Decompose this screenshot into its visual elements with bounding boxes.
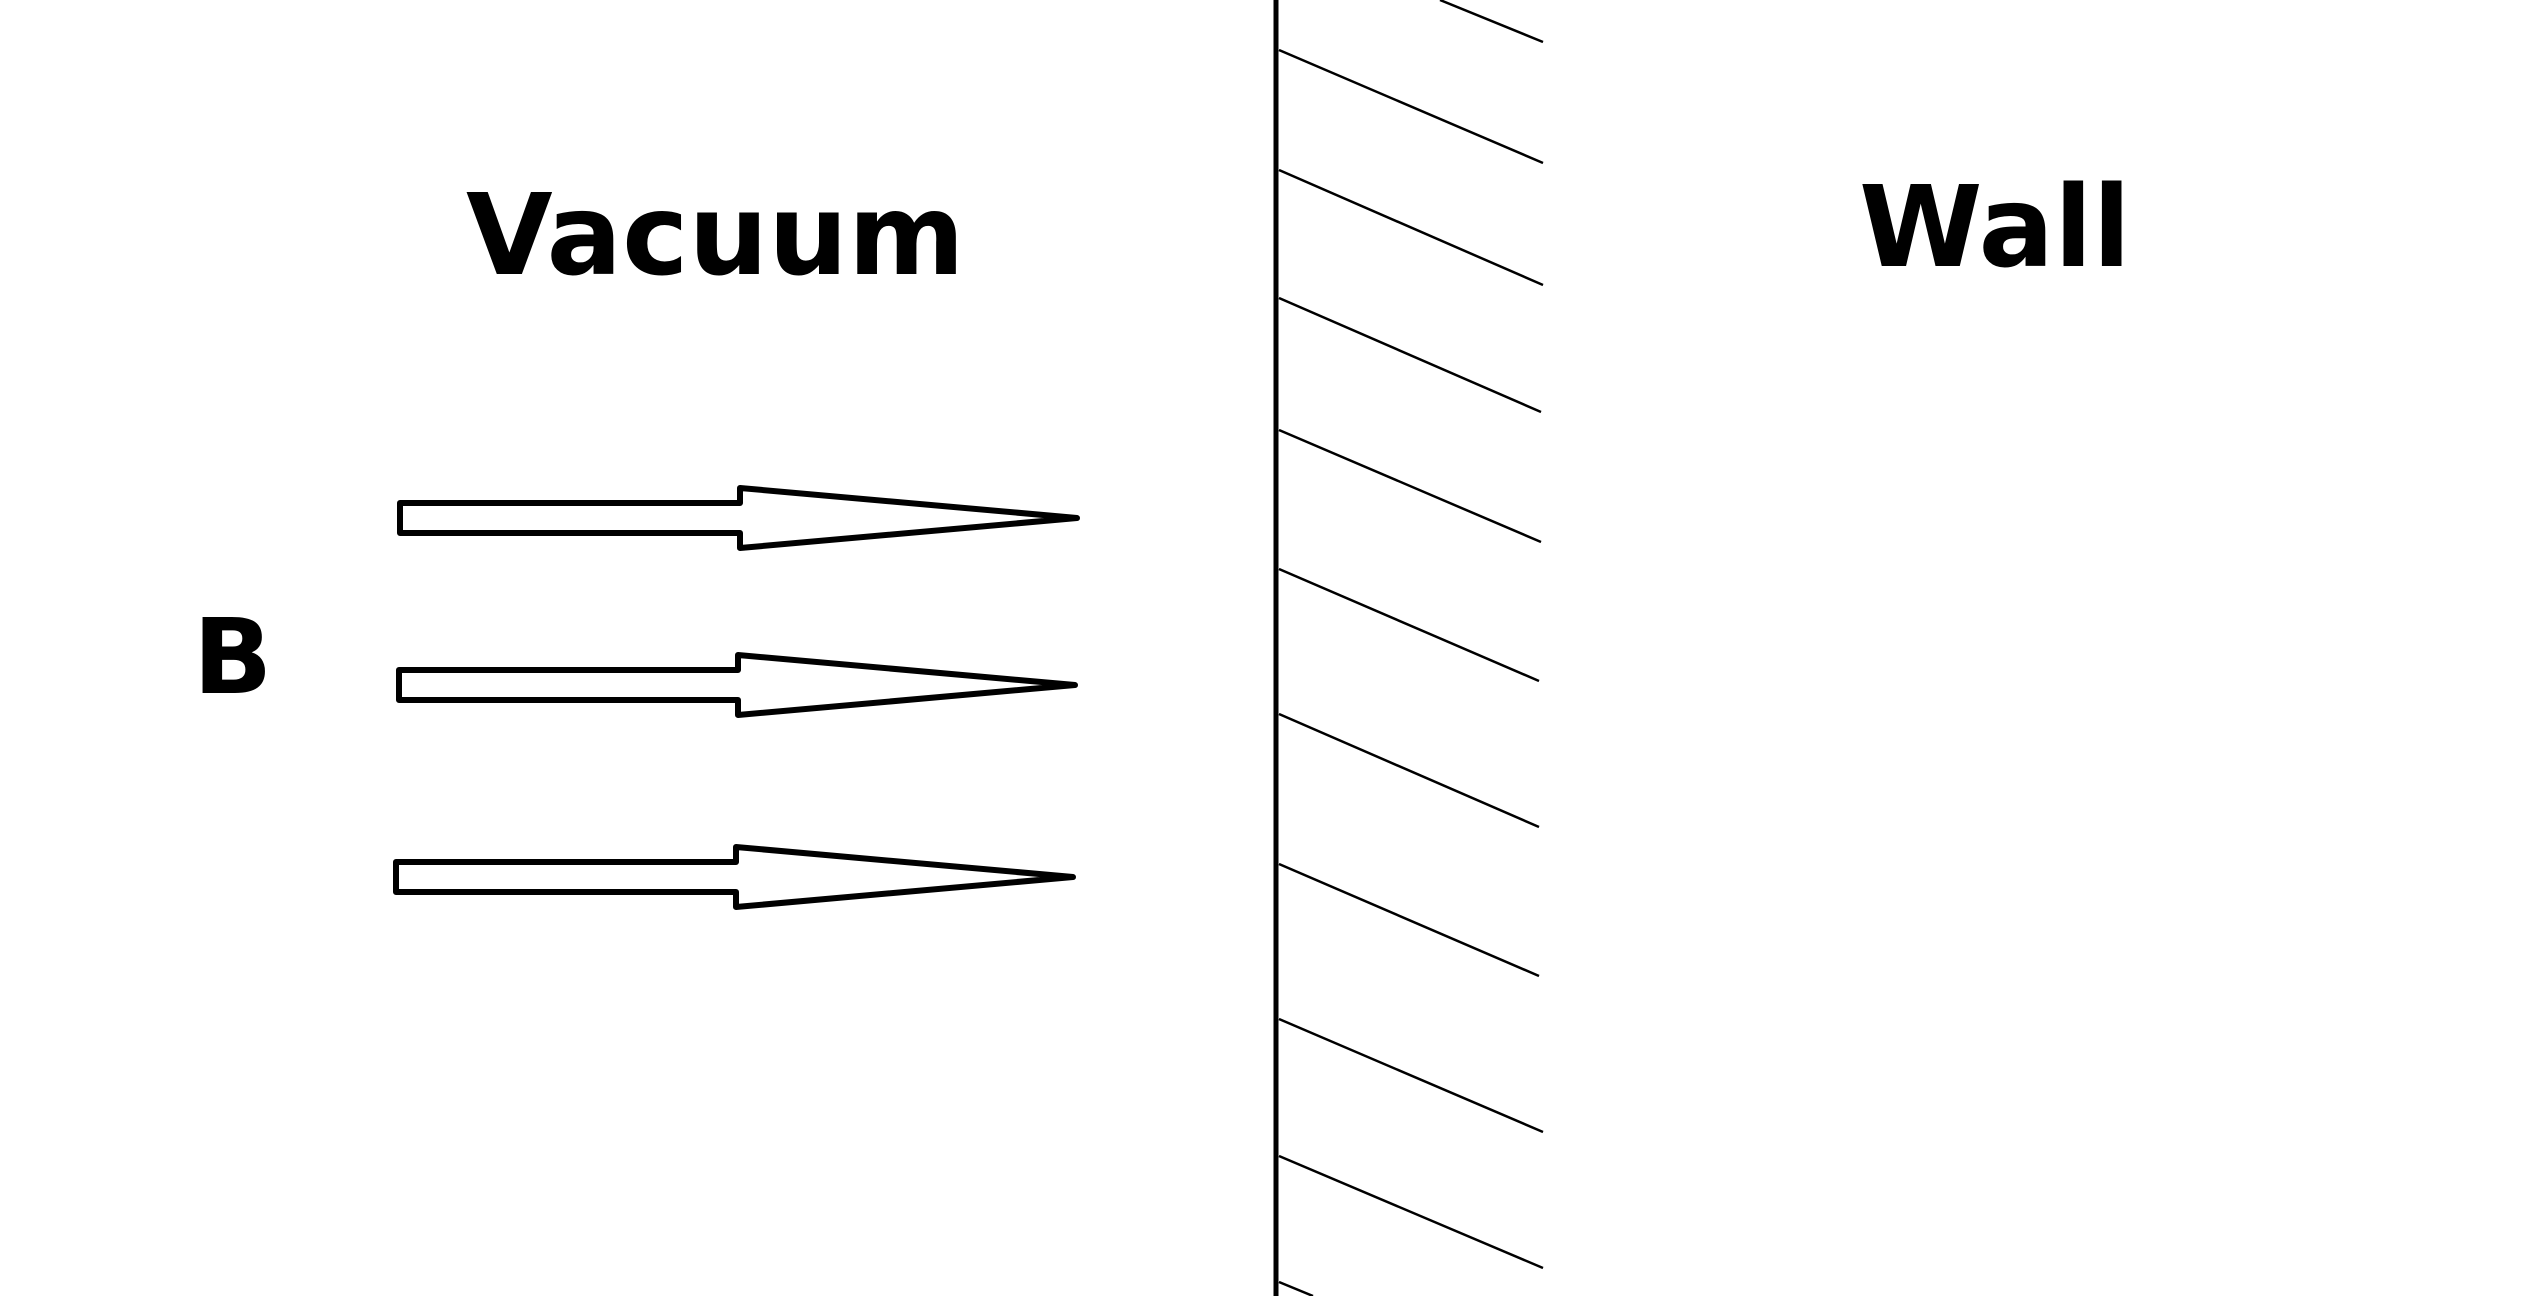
wall-label: Wall [1859,163,2131,293]
wall-hatching [1278,0,1544,1296]
vacuum-label: Vacuum [466,171,965,301]
field-arrow [396,652,1078,718]
hatch-line [1278,567,1540,683]
hatch-line [1439,0,1544,44]
hatch-line [1278,1280,1314,1296]
hatch-line [1278,48,1544,165]
hatch-line [1278,168,1544,287]
field-arrow [397,485,1080,551]
hatch-line [1278,296,1542,414]
field-arrows [393,485,1080,910]
hatch-line [1278,862,1540,978]
hatch-line [1278,1154,1544,1270]
hatch-line [1278,712,1540,829]
hatch-line [1278,1017,1544,1134]
hatch-line [1278,428,1542,544]
field-arrow [393,844,1076,910]
magnetic-field-label: B [193,596,273,718]
